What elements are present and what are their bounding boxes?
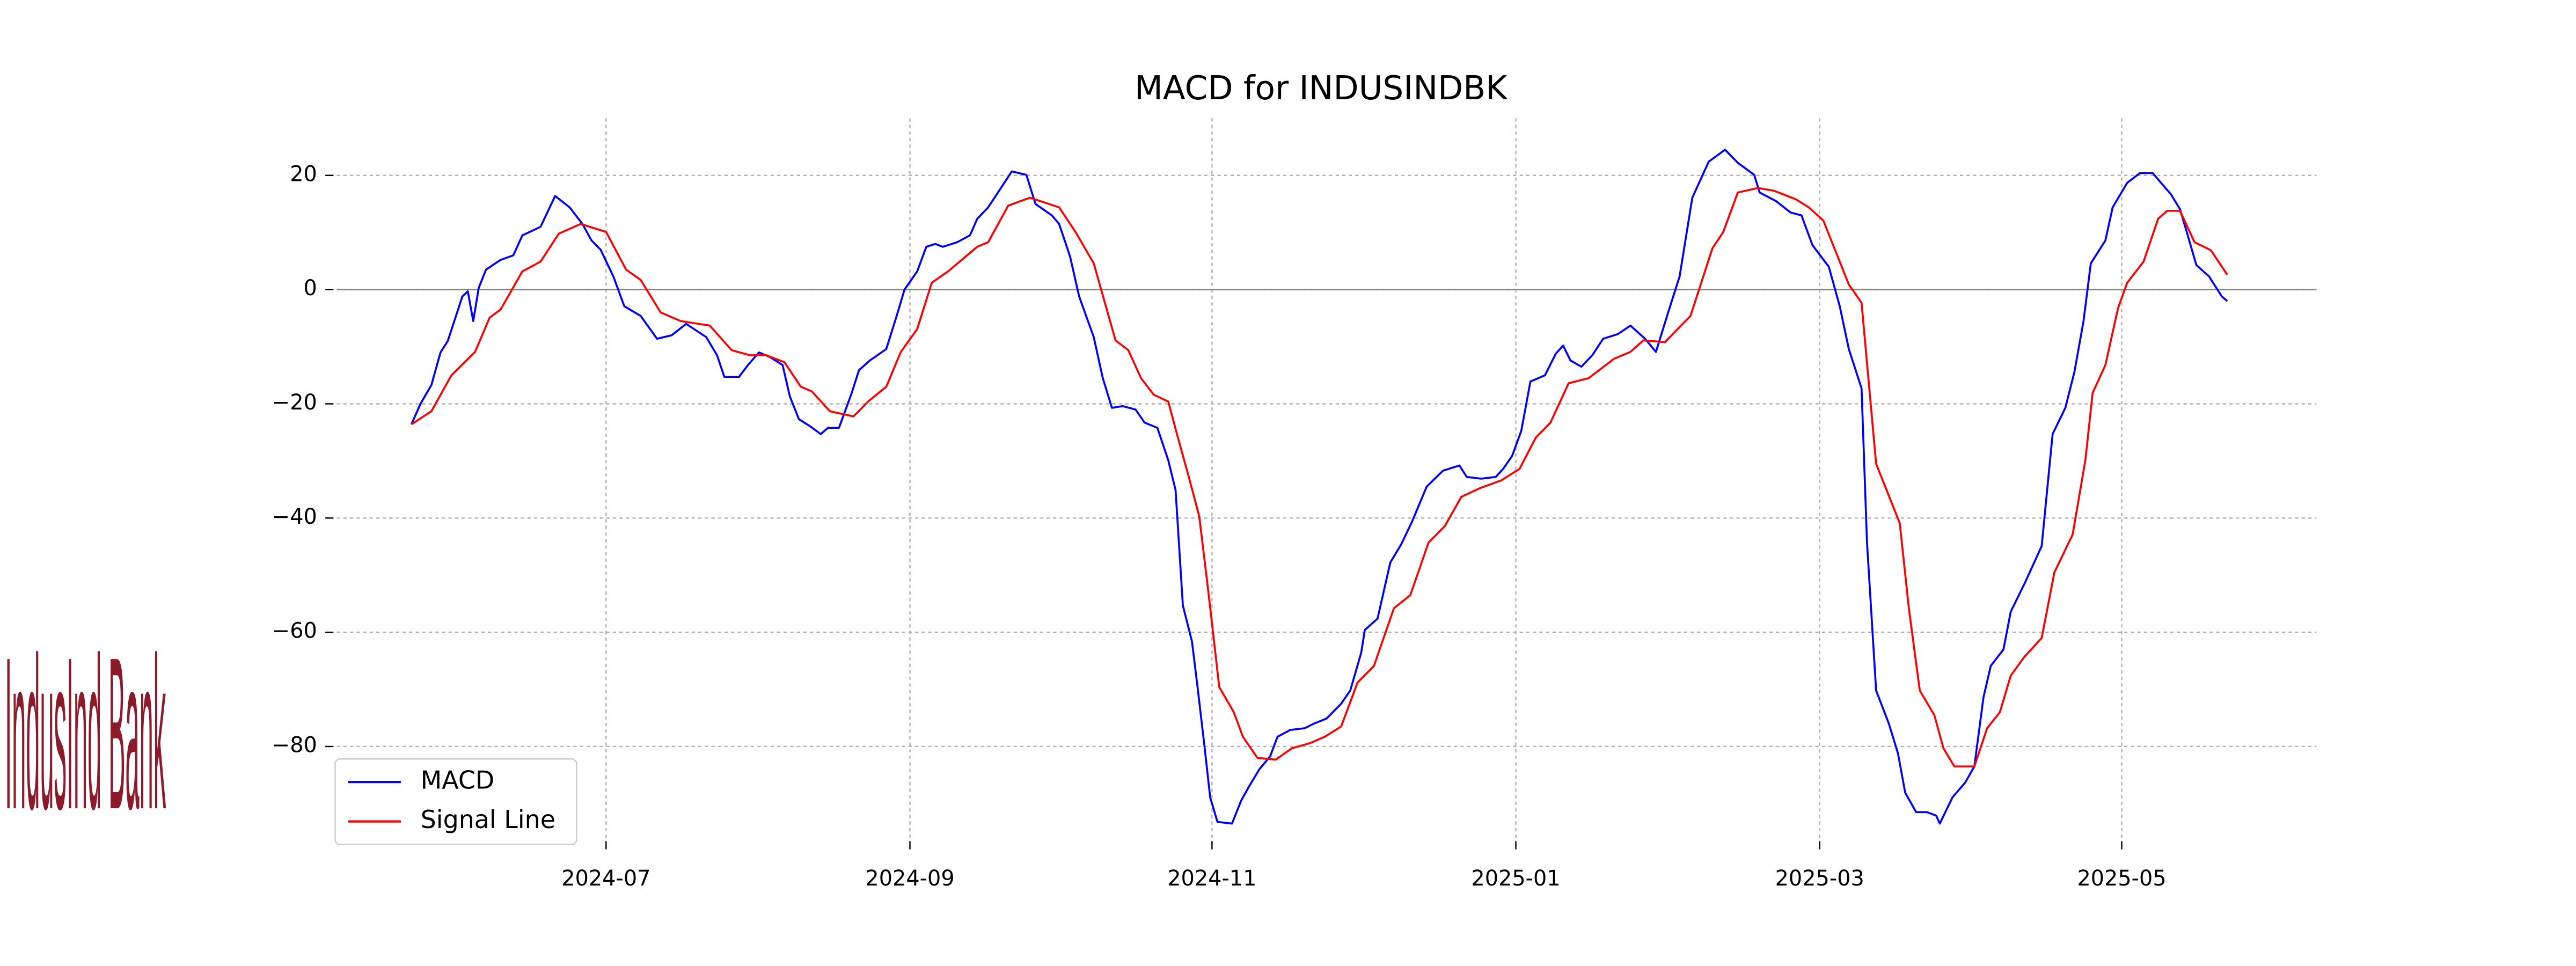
y-tick-label: −40 — [272, 504, 317, 529]
legend-label: MACD — [421, 766, 495, 795]
x-tick-label: 2024-11 — [1167, 866, 1256, 891]
x-tick-label: 2025-05 — [2077, 866, 2166, 891]
logo: IndusInd Bank — [5, 613, 166, 855]
series-line — [410, 149, 2228, 825]
x-tick-label: 2025-01 — [1471, 866, 1560, 891]
y-tick-label: 20 — [290, 162, 317, 186]
legend: MACD Signal Line — [334, 758, 577, 845]
x-tick-label: 2024-09 — [865, 866, 954, 891]
legend-label: Signal Line — [421, 805, 555, 834]
y-tick-label: −60 — [272, 619, 317, 643]
y-tick-label: 0 — [304, 276, 317, 301]
x-tick-label: 2024-07 — [561, 866, 650, 891]
y-tick-label: −80 — [272, 733, 317, 757]
y-tick-label: −20 — [272, 390, 317, 415]
legend-box — [334, 758, 577, 845]
series-line — [411, 187, 2228, 768]
chart-title: MACD for INDUSINDBK — [1135, 69, 1508, 107]
x-tick-label: 2025-03 — [1775, 866, 1864, 891]
